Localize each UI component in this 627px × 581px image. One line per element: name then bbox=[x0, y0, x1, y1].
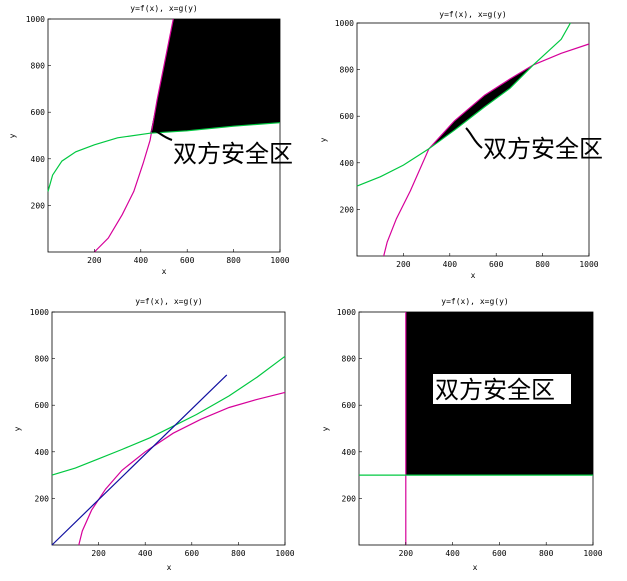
safe-region bbox=[150, 19, 280, 135]
x-tick-label: 1000 bbox=[275, 549, 294, 558]
x-tick-label: 800 bbox=[539, 549, 554, 558]
series-layer bbox=[47, 18, 281, 253]
x-tick-label: 200 bbox=[87, 256, 102, 265]
y-tick-label: 200 bbox=[342, 494, 357, 503]
series-layer bbox=[359, 312, 593, 545]
x-tick-label: 1000 bbox=[583, 549, 602, 558]
y-tick-label: 200 bbox=[31, 201, 46, 210]
x-tick-label: 400 bbox=[443, 260, 458, 269]
y-tick-label: 600 bbox=[35, 401, 50, 410]
x-tick-label: 400 bbox=[134, 256, 149, 265]
y-tick-label: 1000 bbox=[26, 15, 45, 24]
annotation-label: 双方安全区 bbox=[435, 376, 555, 404]
x-tick-label: 200 bbox=[396, 260, 411, 269]
y-axis-label: y bbox=[321, 426, 330, 431]
y-tick-label: 400 bbox=[31, 155, 46, 164]
y-tick-label: 600 bbox=[340, 112, 355, 121]
series-line-3 bbox=[51, 374, 228, 546]
series-line-1 bbox=[78, 391, 286, 546]
series-line-2 bbox=[51, 355, 286, 476]
annotation-pointer bbox=[151, 130, 173, 141]
y-tick-label: 800 bbox=[35, 355, 50, 364]
x-tick-labels: 200 400 600 800 1000 bbox=[399, 542, 603, 558]
annotation-label: 双方安全区 bbox=[483, 135, 603, 163]
x-tick-label: 600 bbox=[492, 549, 507, 558]
y-tick-label: 800 bbox=[31, 62, 46, 71]
x-axis-label: x bbox=[162, 267, 167, 276]
y-tick-labels: 200 400 600 800 1000 bbox=[30, 308, 55, 503]
series-line-2 bbox=[47, 122, 281, 192]
x-axis-label: x bbox=[167, 563, 172, 572]
y-tick-label: 800 bbox=[342, 355, 357, 364]
x-tick-label: 600 bbox=[489, 260, 504, 269]
plot-panel-2: y=f(x), x=g(y) 200 400 600 800 1000 200 400 60… bbox=[319, 10, 603, 280]
safe-region-fill bbox=[428, 64, 534, 149]
y-tick-labels: 200 400 600 800 1000 bbox=[26, 15, 51, 210]
series-line-2 bbox=[356, 22, 571, 187]
y-axis-label: y bbox=[8, 133, 17, 138]
x-tick-label: 800 bbox=[231, 549, 246, 558]
x-tick-label: 1000 bbox=[579, 260, 598, 269]
series-layer bbox=[51, 355, 286, 546]
x-tick-label: 200 bbox=[399, 549, 414, 558]
x-tick-labels: 200 400 600 800 1000 bbox=[91, 542, 295, 558]
y-tick-label: 400 bbox=[342, 448, 357, 457]
x-tick-label: 200 bbox=[91, 549, 106, 558]
y-tick-label: 1000 bbox=[337, 308, 356, 317]
series-layer bbox=[356, 22, 590, 257]
x-tick-label: 400 bbox=[138, 549, 153, 558]
y-tick-label: 600 bbox=[342, 401, 357, 410]
x-tick-label: 400 bbox=[445, 549, 460, 558]
annotation-pointer bbox=[465, 127, 483, 149]
y-tick-label: 800 bbox=[340, 66, 355, 75]
y-axis-label: y bbox=[319, 137, 328, 142]
annotation-label-background bbox=[433, 374, 571, 404]
plot-title: y=f(x), x=g(y) bbox=[439, 10, 506, 19]
safe-region-fill bbox=[150, 19, 280, 135]
y-tick-label: 200 bbox=[35, 494, 50, 503]
plot-panel-4: y=f(x), x=g(y) 200 400 600 800 1000 200 400 60… bbox=[321, 297, 603, 572]
x-tick-label: 800 bbox=[226, 256, 241, 265]
plot-title: y=f(x), x=g(y) bbox=[135, 297, 202, 306]
x-tick-label: 600 bbox=[180, 256, 195, 265]
y-tick-label: 1000 bbox=[30, 308, 49, 317]
x-tick-labels: 200 400 600 800 1000 bbox=[87, 249, 290, 265]
plot-panel-3: y=f(x), x=g(y) 200 400 600 800 1000 200 400 60… bbox=[13, 297, 295, 572]
annotation-label: 双方安全区 bbox=[173, 140, 293, 168]
y-tick-labels: 200 400 600 800 1000 bbox=[335, 19, 360, 214]
y-tick-label: 1000 bbox=[335, 19, 354, 28]
plot-frame bbox=[356, 22, 590, 257]
plot-title: y=f(x), x=g(y) bbox=[130, 4, 197, 13]
y-axis-label: y bbox=[13, 426, 22, 431]
safe-region bbox=[428, 64, 534, 149]
series-line-1 bbox=[93, 18, 174, 253]
x-axis-label: x bbox=[473, 563, 478, 572]
y-tick-label: 600 bbox=[31, 108, 46, 117]
x-tick-label: 600 bbox=[185, 549, 200, 558]
plot-panel-1: y=f(x), x=g(y) 200 400 600 800 1000 200 400 60… bbox=[8, 4, 293, 276]
y-tick-label: 400 bbox=[340, 159, 355, 168]
y-tick-labels: 200 400 600 800 1000 bbox=[337, 308, 362, 503]
y-tick-label: 400 bbox=[35, 448, 50, 457]
series-line-1 bbox=[383, 43, 590, 257]
x-tick-labels: 200 400 600 800 1000 bbox=[396, 253, 599, 269]
y-tick-label: 200 bbox=[340, 205, 355, 214]
x-axis-label: x bbox=[471, 271, 476, 280]
x-tick-label: 800 bbox=[535, 260, 550, 269]
x-tick-label: 1000 bbox=[270, 256, 289, 265]
plot-title: y=f(x), x=g(y) bbox=[441, 297, 508, 306]
